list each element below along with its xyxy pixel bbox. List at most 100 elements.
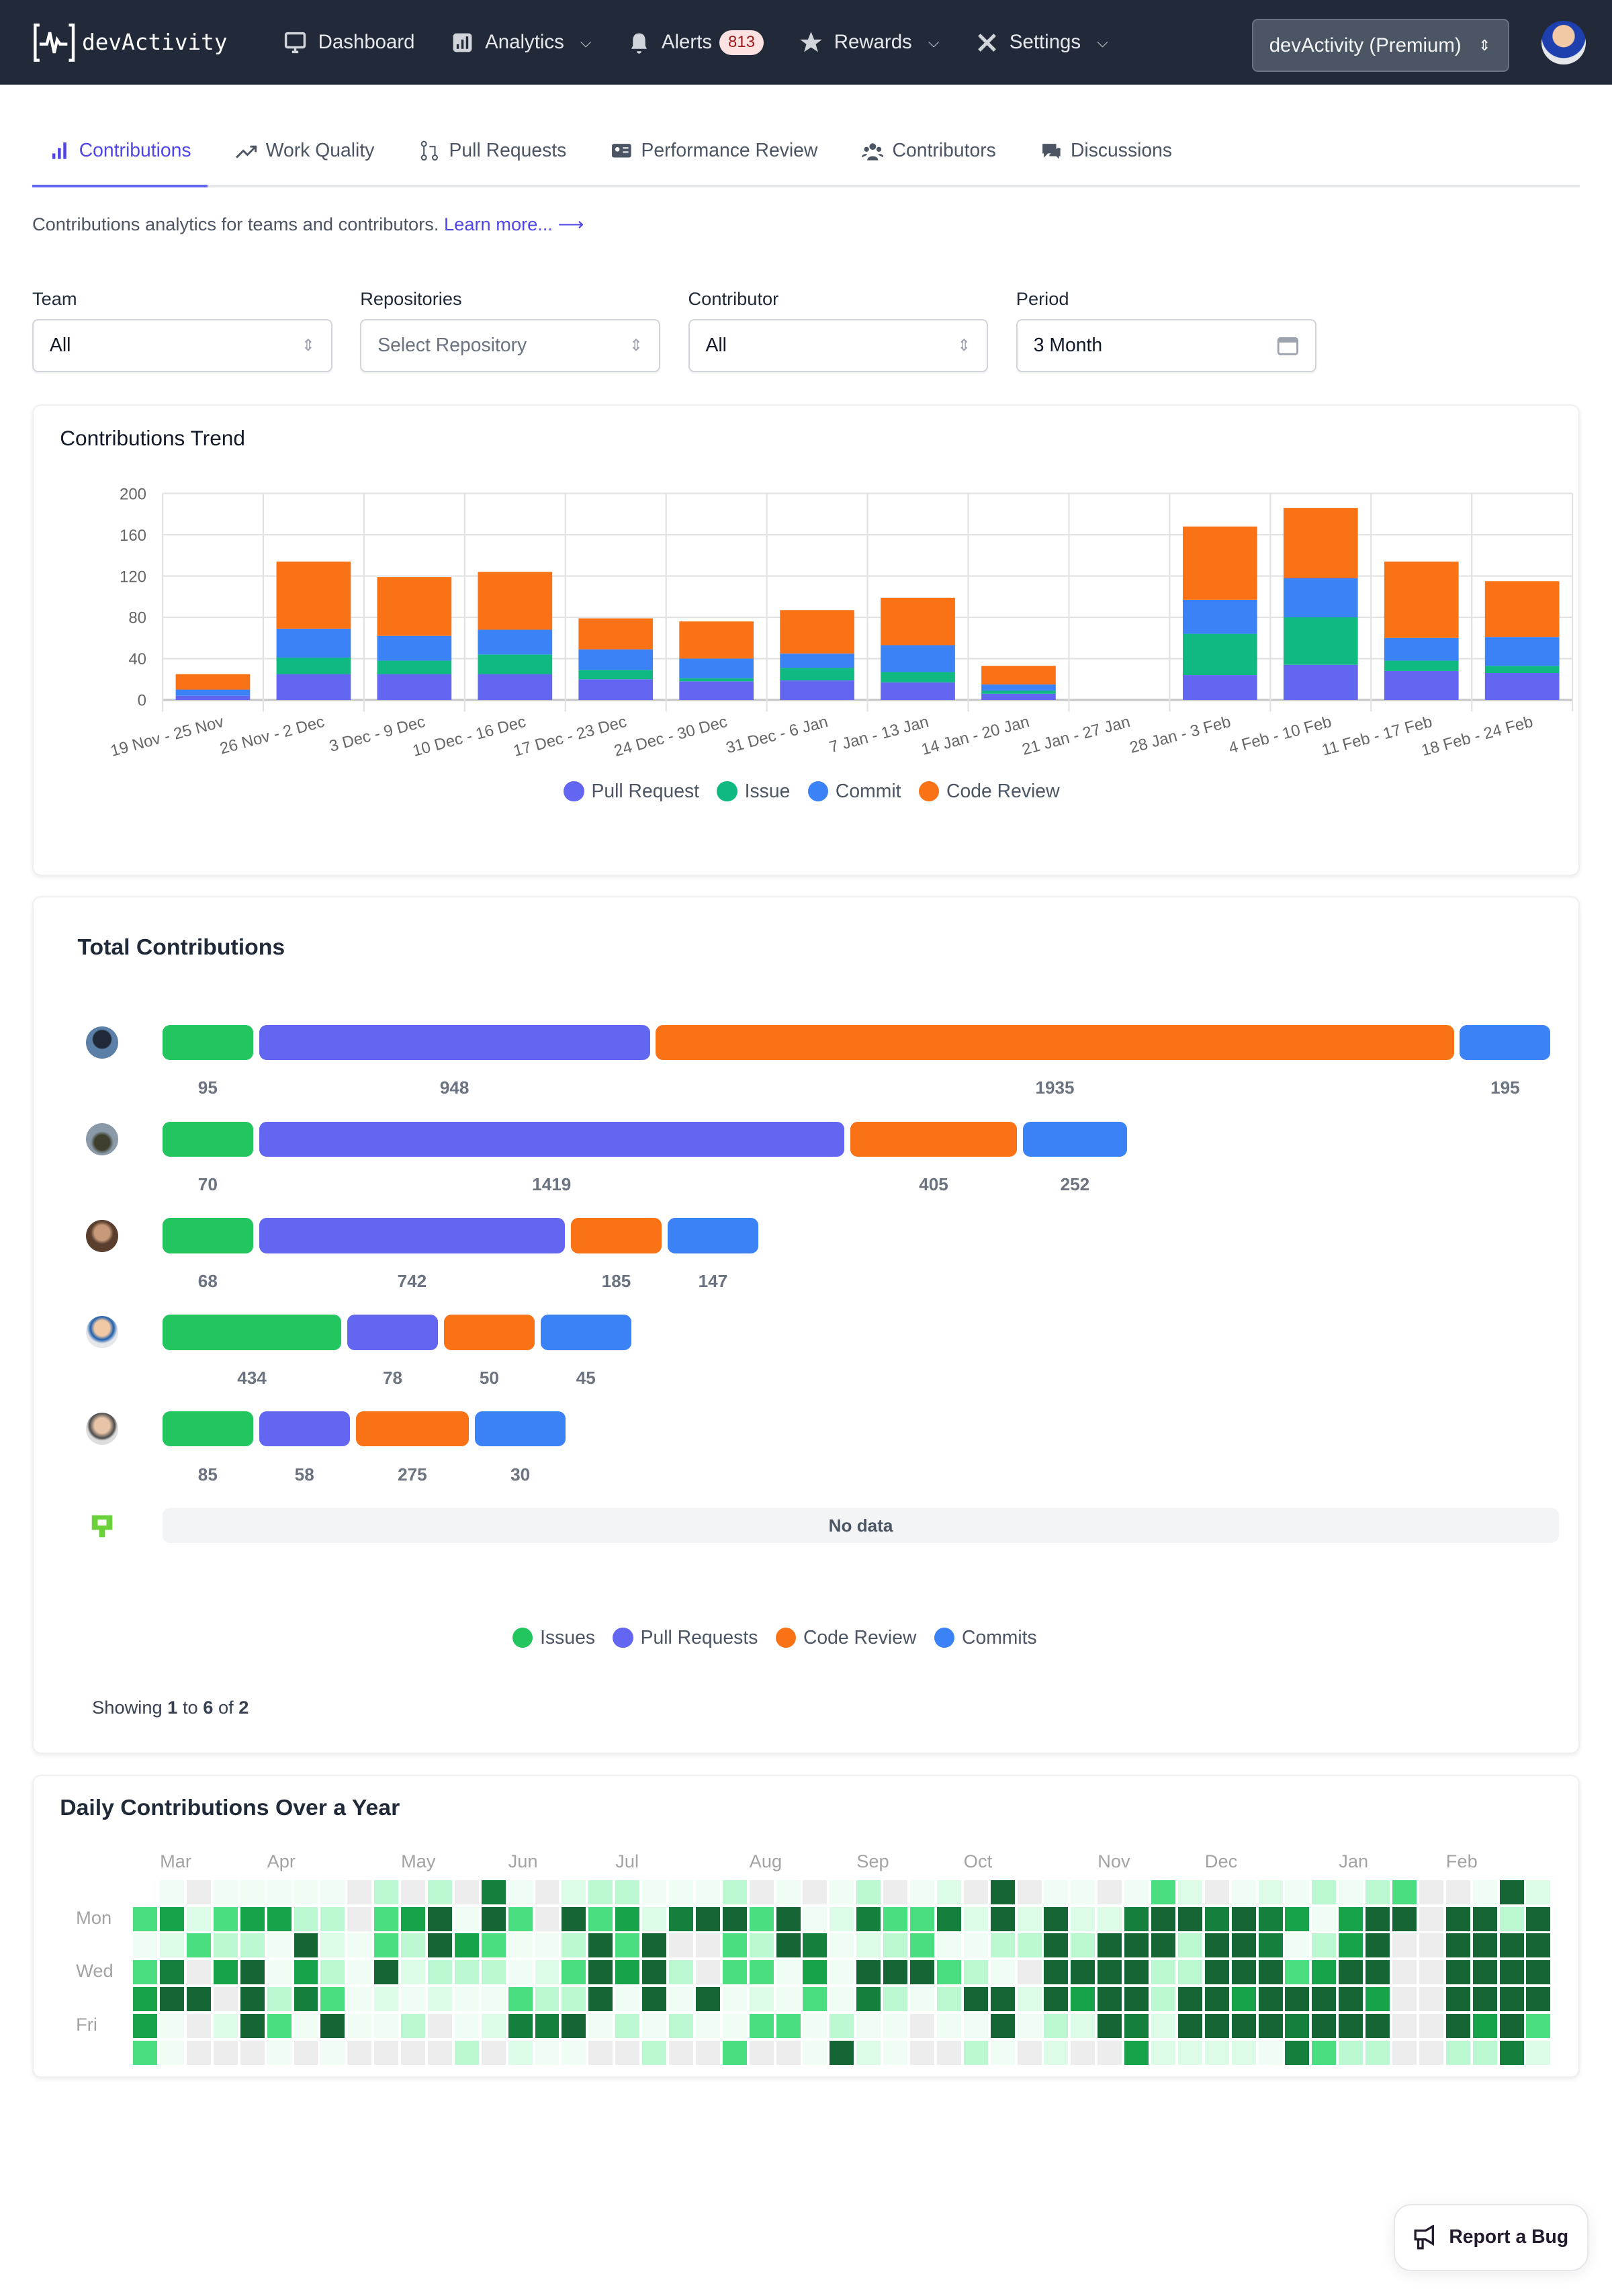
heatmap-cell[interactable] xyxy=(936,1987,961,2012)
heatmap-cell[interactable] xyxy=(615,2041,640,2065)
heatmap-cell[interactable] xyxy=(936,1880,961,1904)
heatmap-cell[interactable] xyxy=(347,2014,372,2039)
heatmap-cell[interactable] xyxy=(668,1880,693,1904)
heatmap-cell[interactable] xyxy=(508,2014,533,2039)
heatmap-cell[interactable] xyxy=(1231,1880,1256,1904)
bar-segment-pull-requests[interactable] xyxy=(259,1121,844,1157)
heatmap-cell[interactable] xyxy=(1419,1880,1443,1904)
heatmap-cell[interactable] xyxy=(990,1987,1015,2012)
heatmap-cell[interactable] xyxy=(1231,2014,1256,2039)
heatmap-cell[interactable] xyxy=(615,1933,640,1958)
heatmap-cell[interactable] xyxy=(883,1880,908,1904)
heatmap-cell[interactable] xyxy=(294,1906,318,1931)
heatmap-cell[interactable] xyxy=(1392,2014,1417,2039)
heatmap-cell[interactable] xyxy=(1044,1880,1069,1904)
heatmap-cell[interactable] xyxy=(749,1987,774,2012)
heatmap-cell[interactable] xyxy=(615,1987,640,2012)
heatmap-cell[interactable] xyxy=(1258,1880,1283,1904)
heatmap-cell[interactable] xyxy=(481,1906,506,1931)
bar-segment-issues[interactable] xyxy=(162,1121,253,1157)
heatmap-cell[interactable] xyxy=(454,1880,479,1904)
heatmap-cell[interactable] xyxy=(830,1880,854,1904)
heatmap-cell[interactable] xyxy=(749,1880,774,1904)
heatmap-cell[interactable] xyxy=(642,2014,667,2039)
heatmap-cell[interactable] xyxy=(535,1906,559,1931)
heatmap-cell[interactable] xyxy=(454,1933,479,1958)
heatmap-cell[interactable] xyxy=(1204,1906,1229,1931)
heatmap-cell[interactable] xyxy=(535,1960,559,1985)
heatmap-cell[interactable] xyxy=(909,1880,934,1904)
heatmap-cell[interactable] xyxy=(722,2014,747,2039)
heatmap-cell[interactable] xyxy=(1365,2014,1390,2039)
heatmap-cell[interactable] xyxy=(803,2041,827,2065)
heatmap-cell[interactable] xyxy=(722,1960,747,1985)
heatmap-cell[interactable] xyxy=(427,1987,452,2012)
heatmap-cell[interactable] xyxy=(1285,1906,1310,1931)
heatmap-cell[interactable] xyxy=(1419,2014,1443,2039)
heatmap-cell[interactable] xyxy=(695,1880,720,1904)
heatmap-cell[interactable] xyxy=(1445,2041,1470,2065)
heatmap-cell[interactable] xyxy=(1419,1987,1443,2012)
heatmap-cell[interactable] xyxy=(240,2014,265,2039)
heatmap-cell[interactable] xyxy=(1419,2041,1443,2065)
tab-contributors[interactable]: Contributors xyxy=(846,117,1012,184)
heatmap-cell[interactable] xyxy=(133,2014,158,2039)
heatmap-cell[interactable] xyxy=(267,1960,292,1985)
heatmap-cell[interactable] xyxy=(160,2014,185,2039)
avatar[interactable] xyxy=(86,1413,119,1446)
heatmap-cell[interactable] xyxy=(1285,2014,1310,2039)
legend-pull-requests[interactable]: Pull Requests xyxy=(613,1627,758,1649)
heatmap-cell[interactable] xyxy=(1339,1960,1363,1985)
bar-segment-commits[interactable] xyxy=(540,1315,631,1350)
heatmap-cell[interactable] xyxy=(856,1933,881,1958)
heatmap-cell[interactable] xyxy=(1445,1933,1470,1958)
heatmap-cell[interactable] xyxy=(1392,1906,1417,1931)
heatmap-cell[interactable] xyxy=(936,1960,961,1985)
heatmap-cell[interactable] xyxy=(1258,2041,1283,2065)
heatmap-cell[interactable] xyxy=(1177,1906,1202,1931)
heatmap-cell[interactable] xyxy=(615,2014,640,2039)
heatmap-cell[interactable] xyxy=(374,2041,399,2065)
bar-segment-issues[interactable] xyxy=(162,1024,253,1060)
heatmap-cell[interactable] xyxy=(374,1987,399,2012)
heatmap-cell[interactable] xyxy=(320,1933,345,1958)
heatmap-cell[interactable] xyxy=(1017,1906,1042,1931)
heatmap-cell[interactable] xyxy=(454,2014,479,2039)
heatmap-cell[interactable] xyxy=(1312,2041,1337,2065)
heatmap-cell[interactable] xyxy=(1419,1960,1443,1985)
heatmap-cell[interactable] xyxy=(213,2014,238,2039)
heatmap-cell[interactable] xyxy=(1365,1987,1390,2012)
heatmap-cell[interactable] xyxy=(1285,1880,1310,1904)
heatmap-cell[interactable] xyxy=(1177,1880,1202,1904)
heatmap-cell[interactable] xyxy=(160,2041,185,2065)
heatmap-cell[interactable] xyxy=(1392,1880,1417,1904)
heatmap-cell[interactable] xyxy=(1392,1933,1417,1958)
heatmap-cell[interactable] xyxy=(776,2041,801,2065)
learn-more-link[interactable]: Learn more... ⟶ xyxy=(444,214,584,235)
heatmap-cell[interactable] xyxy=(1124,1880,1149,1904)
heatmap-cell[interactable] xyxy=(642,1880,667,1904)
heatmap-cell[interactable] xyxy=(401,2041,426,2065)
heatmap-cell[interactable] xyxy=(1499,2014,1524,2039)
heatmap-cell[interactable] xyxy=(1526,2041,1551,2065)
heatmap-cell[interactable] xyxy=(1098,1960,1122,1985)
heatmap-cell[interactable] xyxy=(294,1987,318,2012)
heatmap-cell[interactable] xyxy=(374,1880,399,1904)
heatmap-cell[interactable] xyxy=(1124,1906,1149,1931)
heatmap-cell[interactable] xyxy=(374,1960,399,1985)
heatmap-cell[interactable] xyxy=(1445,1906,1470,1931)
heatmap-cell[interactable] xyxy=(803,1987,827,2012)
heatmap-cell[interactable] xyxy=(990,1880,1015,1904)
heatmap-cell[interactable] xyxy=(133,1960,158,1985)
tab-work-quality[interactable]: Work Quality xyxy=(219,117,390,184)
heatmap-cell[interactable] xyxy=(883,2014,908,2039)
bar-segment-commits[interactable] xyxy=(667,1218,758,1253)
heatmap-cell[interactable] xyxy=(508,1933,533,1958)
heatmap-cell[interactable] xyxy=(1017,1960,1042,1985)
heatmap-cell[interactable] xyxy=(1472,1880,1497,1904)
heatmap-cell[interactable] xyxy=(856,1987,881,2012)
heatmap-cell[interactable] xyxy=(1499,1933,1524,1958)
team-select[interactable]: All ⇕ xyxy=(32,319,332,372)
heatmap-cell[interactable] xyxy=(668,1906,693,1931)
heatmap-cell[interactable] xyxy=(1339,1933,1363,1958)
